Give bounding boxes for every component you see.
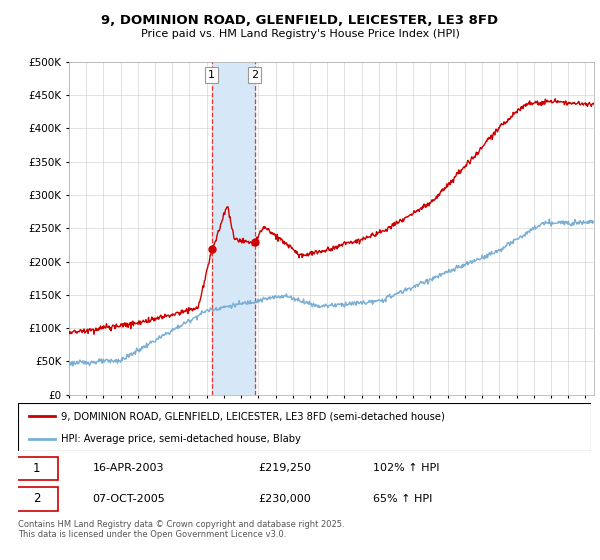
Bar bbox=[212, 62, 255, 395]
Text: 2: 2 bbox=[251, 70, 258, 80]
Text: HPI: Average price, semi-detached house, Blaby: HPI: Average price, semi-detached house,… bbox=[61, 434, 301, 444]
Text: £219,250: £219,250 bbox=[259, 463, 311, 473]
Text: £230,000: £230,000 bbox=[259, 494, 311, 504]
FancyBboxPatch shape bbox=[15, 487, 58, 511]
Text: 9, DOMINION ROAD, GLENFIELD, LEICESTER, LE3 8FD (semi-detached house): 9, DOMINION ROAD, GLENFIELD, LEICESTER, … bbox=[61, 411, 445, 421]
Text: 2: 2 bbox=[33, 492, 41, 506]
Text: Price paid vs. HM Land Registry's House Price Index (HPI): Price paid vs. HM Land Registry's House … bbox=[140, 29, 460, 39]
Text: 07-OCT-2005: 07-OCT-2005 bbox=[92, 494, 165, 504]
Text: 65% ↑ HPI: 65% ↑ HPI bbox=[373, 494, 433, 504]
Text: 1: 1 bbox=[208, 70, 215, 80]
Text: 16-APR-2003: 16-APR-2003 bbox=[92, 463, 164, 473]
Text: Contains HM Land Registry data © Crown copyright and database right 2025.
This d: Contains HM Land Registry data © Crown c… bbox=[18, 520, 344, 539]
Text: 9, DOMINION ROAD, GLENFIELD, LEICESTER, LE3 8FD: 9, DOMINION ROAD, GLENFIELD, LEICESTER, … bbox=[101, 14, 499, 27]
Text: 102% ↑ HPI: 102% ↑ HPI bbox=[373, 463, 440, 473]
Text: 1: 1 bbox=[33, 461, 41, 475]
FancyBboxPatch shape bbox=[15, 456, 58, 480]
